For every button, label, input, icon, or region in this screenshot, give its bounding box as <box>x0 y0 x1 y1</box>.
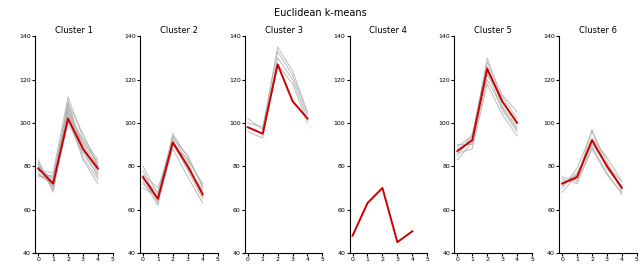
Text: Euclidean k-means: Euclidean k-means <box>274 8 366 18</box>
Title: Cluster 5: Cluster 5 <box>474 26 512 35</box>
Title: Cluster 6: Cluster 6 <box>579 26 617 35</box>
Title: Cluster 4: Cluster 4 <box>369 26 407 35</box>
Title: Cluster 3: Cluster 3 <box>264 26 303 35</box>
Title: Cluster 1: Cluster 1 <box>55 26 93 35</box>
Title: Cluster 2: Cluster 2 <box>160 26 198 35</box>
